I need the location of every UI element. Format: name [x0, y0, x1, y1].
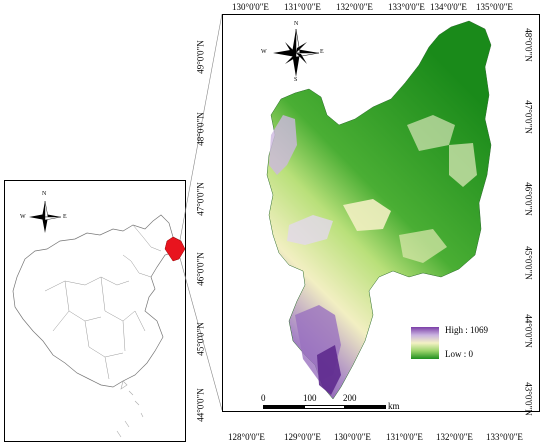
- top-tick: 131°0'0"E: [284, 2, 321, 12]
- inset-compass-icon: [29, 200, 62, 233]
- bottom-tick: 133°0'0"E: [486, 432, 523, 442]
- legend-high: High : 1069: [445, 325, 489, 335]
- bottom-tick: 129°0'0"E: [284, 432, 321, 442]
- right-tick: 48°0'0"N: [523, 28, 534, 62]
- left-tick: 49°0'0"N: [195, 40, 206, 74]
- main-compass-e: E: [320, 49, 324, 55]
- main-compass-w: W: [261, 49, 267, 55]
- top-tick: 134°0'0"E: [430, 2, 467, 12]
- main-compass-icon: [273, 28, 320, 77]
- right-tick: 47°0'0"N: [523, 100, 534, 134]
- scale-bar: 0 100 200 km: [259, 393, 409, 411]
- top-tick: 132°0'0"E: [336, 2, 373, 12]
- inset-compass-w: W: [20, 214, 26, 220]
- elevation-map: [266, 20, 492, 400]
- right-tick: 44°0'0"N: [523, 314, 534, 348]
- main-compass-n: N: [294, 21, 299, 27]
- left-tick: 45°0'0"N: [195, 322, 206, 356]
- china-outline-map: [12, 214, 186, 438]
- scale-label-200: 200: [343, 393, 357, 403]
- scale-unit: km: [388, 401, 400, 411]
- left-tick: 46°0'0"N: [195, 252, 206, 286]
- bottom-tick: 132°0'0"E: [436, 432, 473, 442]
- legend-low: Low : 0: [445, 349, 473, 359]
- scale-label-0: 0: [261, 393, 266, 403]
- left-tick: 48°0'0"N: [195, 112, 206, 146]
- elevation-legend: High : 1069 Low : 0: [411, 323, 531, 363]
- bottom-tick: 131°0'0"E: [386, 432, 423, 442]
- right-tick: 43°0'0"N: [523, 382, 534, 416]
- top-tick: 130°0'0"E: [232, 2, 269, 12]
- top-tick: 133°0'0"E: [388, 2, 425, 12]
- right-tick: 45°0'0"N: [523, 246, 534, 280]
- left-tick: 44°0'0"N: [195, 388, 206, 422]
- inset-map-frame: N W E: [4, 180, 186, 442]
- top-tick: 135°0'0"E: [476, 2, 513, 12]
- scale-label-100: 100: [303, 393, 317, 403]
- inset-compass-n: N: [42, 191, 47, 197]
- legend-color-ramp: [411, 327, 439, 359]
- study-area-highlight: [164, 236, 186, 262]
- main-map-frame: N S W E High : 1069 Low : 0 0 100 200 km: [222, 14, 540, 412]
- inset-compass-e: E: [63, 214, 67, 220]
- bottom-tick: 128°0'0"E: [228, 432, 265, 442]
- bottom-tick: 130°0'0"E: [334, 432, 371, 442]
- right-tick: 46°0'0"N: [523, 182, 534, 216]
- left-tick: 47°0'0"N: [195, 182, 206, 216]
- main-compass-s: S: [294, 77, 298, 83]
